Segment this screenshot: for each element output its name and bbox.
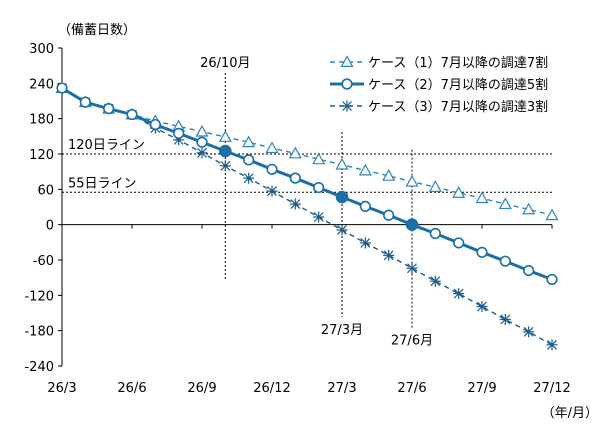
data-point-series-1	[265, 141, 279, 154]
x-tick-label: 26/9	[187, 381, 216, 396]
series-line-3	[61, 87, 553, 346]
data-point-series-1	[498, 197, 512, 210]
x-tick-label: 27/6	[397, 381, 426, 396]
data-point-series-3	[406, 262, 418, 274]
data-point-series-3	[196, 147, 208, 159]
data-point-series-3	[266, 185, 278, 197]
data-point-series-2	[196, 136, 208, 148]
data-point-series-3	[359, 237, 371, 249]
data-point-series-1	[428, 180, 442, 192]
y-tick-label: -60	[33, 254, 54, 269]
data-point-series-3	[313, 211, 325, 223]
data-point-series-2	[243, 154, 255, 166]
annotation-label: 27/3月	[321, 323, 363, 338]
legend-marker	[341, 78, 353, 90]
data-point-series-2	[335, 190, 349, 204]
x-tick-label: 27/9	[467, 381, 496, 396]
y-tick-label: -180	[24, 325, 54, 340]
data-point-series-1	[405, 174, 419, 187]
data-point-series-2	[126, 108, 138, 121]
data-point-series-3	[429, 275, 441, 287]
reference-line-label: 120日ライン	[68, 138, 145, 153]
y-axis-title: （備蓄日数）	[58, 22, 136, 38]
data-point-series-2	[383, 209, 395, 221]
data-point-series-2	[79, 96, 91, 108]
data-point-series-3	[546, 339, 558, 351]
data-point-series-1	[242, 135, 256, 148]
data-point-series-3	[453, 288, 465, 300]
data-point-series-3	[476, 301, 488, 313]
data-point-series-2	[523, 265, 535, 277]
data-point-series-2	[453, 237, 465, 249]
data-point-series-3	[289, 198, 301, 210]
annotation-label: 26/10月	[200, 56, 250, 71]
y-tick-label: 120	[29, 148, 54, 163]
legend-marker	[340, 55, 354, 68]
data-point-series-1	[358, 163, 372, 176]
reference-line-label: 55日ライン	[68, 176, 137, 191]
data-point-series-1	[545, 208, 559, 221]
x-tick-label: 26/12	[253, 381, 290, 396]
x-tick-label: 26/3	[47, 381, 76, 396]
data-point-series-1	[288, 146, 302, 159]
y-tick-label: 240	[29, 77, 54, 92]
series-line-1	[61, 87, 553, 216]
annotation-label: 27/6月	[391, 334, 433, 349]
data-point-series-1	[475, 191, 489, 204]
data-point-series-2	[149, 118, 161, 131]
legend-label: ケース（2）7月以降の調達5割	[368, 77, 548, 93]
x-tick-label: 27/12	[533, 381, 570, 396]
data-point-series-1	[195, 124, 209, 137]
data-point-series-3	[336, 224, 348, 236]
series-line-2	[61, 86, 553, 281]
data-point-series-2	[476, 246, 488, 258]
y-tick-label: -240	[24, 360, 54, 375]
data-point-series-1	[522, 202, 536, 215]
x-tick-label: 27/3	[327, 381, 356, 396]
legend-label: ケース（3）7月以降の調達3割	[368, 99, 548, 115]
data-point-series-3	[219, 160, 231, 172]
data-point-series-3	[383, 249, 395, 261]
data-point-series-2	[56, 82, 68, 94]
data-point-series-2	[289, 172, 301, 184]
y-tick-label: 60	[37, 183, 54, 198]
data-point-series-2	[359, 200, 371, 213]
data-point-series-1	[382, 169, 396, 181]
data-point-series-2	[429, 227, 441, 240]
data-point-series-2	[173, 127, 185, 139]
data-point-series-2	[103, 103, 115, 115]
y-tick-label: 0	[46, 219, 54, 234]
x-axis-unit: （年/月）	[542, 406, 598, 421]
data-point-series-2	[313, 181, 325, 194]
legend-label: ケース（1）7月以降の調達7割	[368, 55, 548, 71]
data-point-series-1	[452, 186, 466, 198]
data-point-series-2	[405, 218, 419, 231]
x-tick-label: 26/6	[117, 381, 146, 396]
data-point-series-3	[523, 326, 535, 338]
data-point-series-3	[243, 172, 255, 184]
data-point-series-3	[499, 313, 511, 325]
data-point-series-1	[218, 130, 232, 142]
y-tick-label: 300	[29, 42, 54, 57]
data-point-series-2	[266, 163, 278, 175]
data-point-series-2	[499, 255, 511, 267]
legend-marker	[341, 100, 353, 112]
data-point-series-2	[546, 273, 558, 286]
data-point-series-2	[219, 144, 232, 158]
data-point-series-1	[335, 157, 349, 170]
y-tick-label: -120	[24, 289, 54, 304]
data-point-series-1	[312, 152, 326, 165]
y-tick-label: 180	[29, 113, 54, 128]
